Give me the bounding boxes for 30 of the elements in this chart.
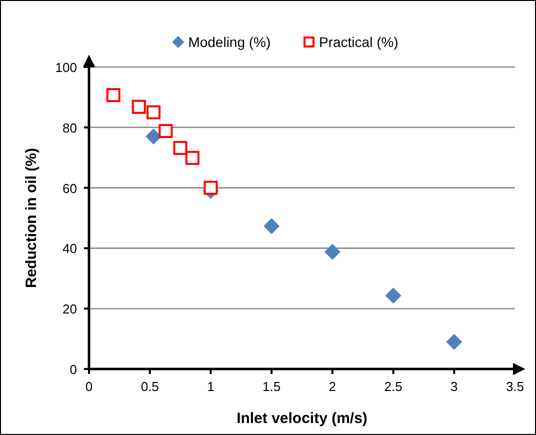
point	[204, 180, 218, 195]
y-tick-label: 20	[62, 302, 77, 317]
point	[132, 100, 146, 114]
x-tick-label: 1.5	[262, 379, 281, 394]
legend-label: Modeling (%)	[188, 34, 271, 50]
x-tick-label: 3.5	[506, 379, 524, 394]
y-axis-title: Reduction in oil (%)	[23, 148, 40, 288]
y-tick-label: 80	[62, 120, 77, 136]
x-tick-label: 0.5	[140, 379, 159, 394]
point	[106, 88, 120, 102]
x-tick-label: 2	[328, 379, 336, 394]
legend-label: Practical (%)	[319, 34, 398, 50]
y-tick-label: 40	[62, 241, 77, 256]
point	[146, 128, 162, 144]
x-tick-label: 3	[450, 379, 458, 394]
point	[158, 124, 173, 138]
y-tick-label: 60	[62, 180, 77, 196]
point	[324, 244, 340, 260]
x-tick-label: 1	[207, 379, 214, 394]
point	[446, 334, 462, 350]
point	[173, 140, 188, 155]
x-tick-label: 2.5	[384, 379, 402, 394]
x-axis-title: Inlet velocity (m/s)	[236, 410, 368, 427]
point	[185, 150, 200, 165]
x-tick-label: 0	[85, 379, 93, 394]
point	[385, 288, 402, 304]
point	[146, 105, 161, 120]
point	[264, 218, 280, 234]
y-tick-label: 100	[55, 60, 77, 75]
y-tick-label: 0	[70, 362, 77, 377]
